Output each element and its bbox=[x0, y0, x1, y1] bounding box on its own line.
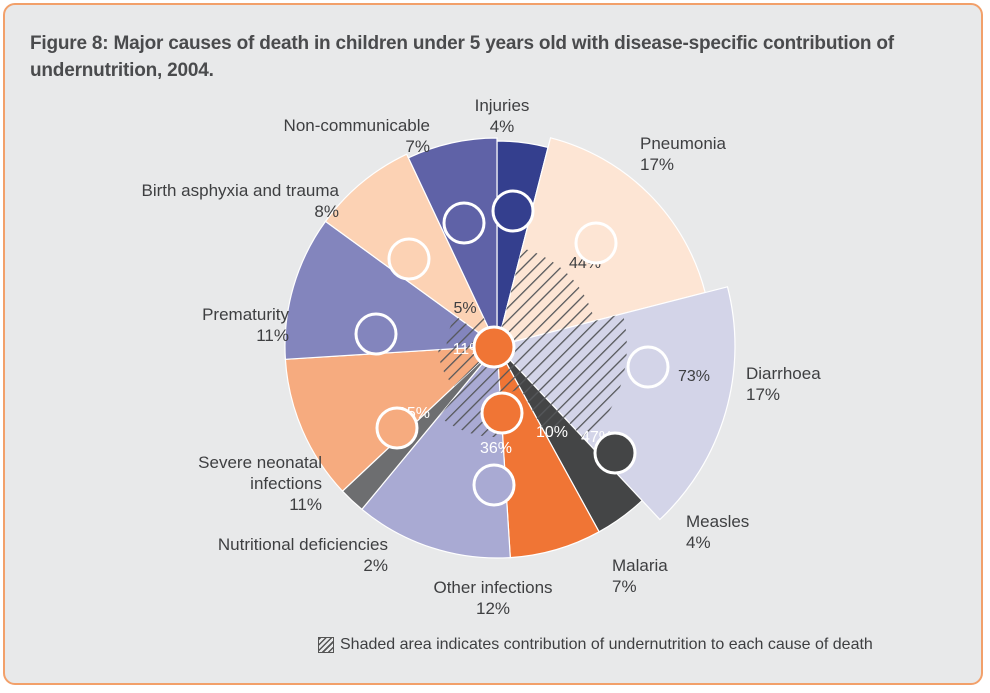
label-name: Pneumonia bbox=[640, 134, 727, 153]
label-measles: Measles 4% bbox=[686, 512, 749, 552]
label-value: 4% bbox=[490, 117, 515, 136]
label-name: Birth asphyxia and trauma bbox=[142, 181, 340, 200]
label-name: Diarrhoea bbox=[746, 364, 821, 383]
hatch-swatch bbox=[318, 637, 334, 653]
marker-birth-asphyxia-and-trauma[interactable] bbox=[387, 237, 431, 281]
marker-measles[interactable] bbox=[593, 431, 637, 475]
marker-pneumonia[interactable] bbox=[574, 221, 618, 265]
label-value: 17% bbox=[640, 155, 674, 174]
label-name: Malaria bbox=[612, 556, 668, 575]
marker-non-communicable[interactable] bbox=[442, 201, 486, 245]
undernutrition-area-measles bbox=[497, 346, 569, 438]
undernutrition-label-birth-asphyxia-and-trauma: 5% bbox=[453, 300, 476, 317]
label-name: infections bbox=[250, 474, 322, 493]
marker-injuries[interactable] bbox=[491, 189, 535, 233]
label-value: 11% bbox=[289, 495, 322, 514]
undernutrition-area-pneumonia bbox=[497, 248, 595, 346]
slice-prematurity bbox=[284, 220, 499, 360]
label-value: 2% bbox=[363, 556, 388, 575]
undernutrition-label-malaria: 10% bbox=[536, 424, 568, 441]
label-nutritional-deficiencies: Nutritional deficiencies 2% bbox=[218, 535, 388, 575]
label-other-infections: Other infections 12% bbox=[433, 578, 552, 618]
label-value: 4% bbox=[686, 533, 711, 552]
legend: Shaded area indicates contribution of un… bbox=[318, 636, 873, 654]
label-injuries: Injuries 4% bbox=[475, 96, 530, 136]
label-severe-neonatal-infections: Severe neonatal infections 11% bbox=[198, 453, 322, 514]
label-name: Injuries bbox=[475, 96, 530, 115]
slice-non-communicable bbox=[407, 137, 498, 347]
label-value: 7% bbox=[405, 137, 430, 156]
marker-diarrhoea[interactable] bbox=[626, 345, 670, 389]
marker-prematurity[interactable] bbox=[354, 312, 398, 356]
label-pneumonia: Pneumonia 17% bbox=[640, 134, 727, 174]
label-name: Non-communicable bbox=[284, 116, 430, 135]
label-prematurity: Prematurity 11% bbox=[202, 305, 289, 345]
marker-other-infections[interactable] bbox=[472, 463, 516, 507]
chart-title: Figure 8: Major causes of death in child… bbox=[30, 33, 894, 81]
label-name: Severe neonatal bbox=[198, 453, 322, 472]
marker-severe-neonatal-infections[interactable] bbox=[375, 406, 419, 450]
undernutrition-label-other-infections: 36% bbox=[480, 440, 512, 457]
label-value: 17% bbox=[746, 385, 780, 404]
label-name: Measles bbox=[686, 512, 749, 531]
label-value: 12% bbox=[476, 599, 510, 618]
undernutrition-area-diarrhoea bbox=[497, 313, 627, 441]
label-value: 8% bbox=[314, 202, 339, 221]
marker-malaria[interactable] bbox=[480, 391, 524, 435]
legend-text: Shaded area indicates contribution of un… bbox=[340, 636, 873, 653]
label-non-communicable: Non-communicable 7% bbox=[284, 116, 430, 156]
label-value: 11% bbox=[256, 326, 289, 345]
label-birth-asphyxia-and-trauma: Birth asphyxia and trauma 8% bbox=[142, 181, 340, 221]
undernutrition-label-diarrhoea: 73% bbox=[678, 368, 710, 385]
label-name: Nutritional deficiencies bbox=[218, 535, 388, 554]
label-diarrhoea: Diarrhoea 17% bbox=[746, 364, 821, 404]
label-value: 7% bbox=[612, 577, 637, 596]
center-marker[interactable] bbox=[472, 325, 516, 369]
label-malaria: Malaria 7% bbox=[612, 556, 668, 596]
label-name: Other infections bbox=[433, 578, 552, 597]
label-name: Prematurity bbox=[202, 305, 289, 324]
